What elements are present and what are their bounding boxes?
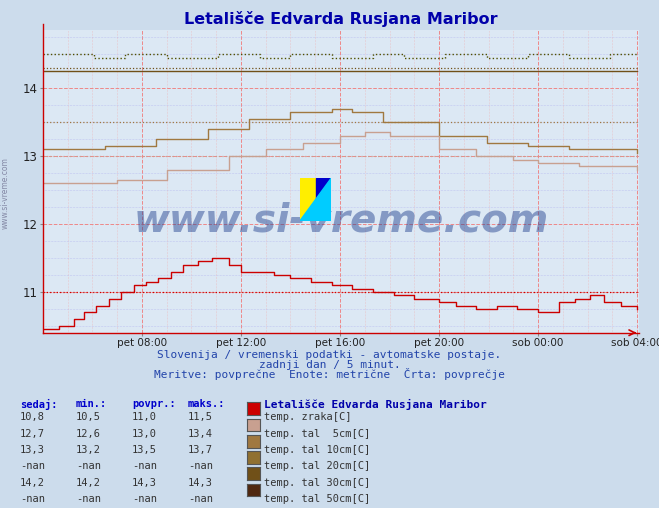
Bar bbox=[300, 178, 316, 221]
Text: zadnji dan / 5 minut.: zadnji dan / 5 minut. bbox=[258, 360, 401, 370]
Text: 13,0: 13,0 bbox=[132, 429, 157, 439]
Text: 10,5: 10,5 bbox=[76, 412, 101, 423]
Text: 14,3: 14,3 bbox=[132, 478, 157, 488]
Text: -nan: -nan bbox=[76, 494, 101, 504]
Text: Meritve: povprečne  Enote: metrične  Črta: povprečje: Meritve: povprečne Enote: metrične Črta:… bbox=[154, 368, 505, 380]
Text: 12,6: 12,6 bbox=[76, 429, 101, 439]
Text: Slovenija / vremenski podatki - avtomatske postaje.: Slovenija / vremenski podatki - avtomats… bbox=[158, 350, 501, 360]
Text: www.si-vreme.com: www.si-vreme.com bbox=[133, 202, 549, 240]
Text: temp. tal 50cm[C]: temp. tal 50cm[C] bbox=[264, 494, 370, 504]
Text: -nan: -nan bbox=[132, 461, 157, 471]
Text: min.:: min.: bbox=[76, 399, 107, 409]
Text: 14,2: 14,2 bbox=[76, 478, 101, 488]
Polygon shape bbox=[300, 178, 331, 221]
Text: 13,5: 13,5 bbox=[132, 445, 157, 455]
Text: -nan: -nan bbox=[20, 461, 45, 471]
Text: 13,7: 13,7 bbox=[188, 445, 213, 455]
Text: -nan: -nan bbox=[188, 494, 213, 504]
Title: Letališče Edvarda Rusjana Maribor: Letališče Edvarda Rusjana Maribor bbox=[185, 11, 498, 26]
Text: temp. tal  5cm[C]: temp. tal 5cm[C] bbox=[264, 429, 370, 439]
Bar bbox=[316, 178, 331, 221]
Text: Letališče Edvarda Rusjana Maribor: Letališče Edvarda Rusjana Maribor bbox=[264, 399, 486, 410]
Text: 11,0: 11,0 bbox=[132, 412, 157, 423]
Text: 10,8: 10,8 bbox=[20, 412, 45, 423]
Text: maks.:: maks.: bbox=[188, 399, 225, 409]
Text: povpr.:: povpr.: bbox=[132, 399, 175, 409]
Text: temp. tal 30cm[C]: temp. tal 30cm[C] bbox=[264, 478, 370, 488]
Text: temp. tal 10cm[C]: temp. tal 10cm[C] bbox=[264, 445, 370, 455]
Text: 14,3: 14,3 bbox=[188, 478, 213, 488]
Text: -nan: -nan bbox=[20, 494, 45, 504]
Text: -nan: -nan bbox=[132, 494, 157, 504]
Text: 11,5: 11,5 bbox=[188, 412, 213, 423]
Text: www.si-vreme.com: www.si-vreme.com bbox=[1, 157, 10, 229]
Text: -nan: -nan bbox=[188, 461, 213, 471]
Text: 13,3: 13,3 bbox=[20, 445, 45, 455]
Text: 12,7: 12,7 bbox=[20, 429, 45, 439]
Text: temp. tal 20cm[C]: temp. tal 20cm[C] bbox=[264, 461, 370, 471]
Text: 14,2: 14,2 bbox=[20, 478, 45, 488]
Text: temp. zraka[C]: temp. zraka[C] bbox=[264, 412, 351, 423]
Text: 13,4: 13,4 bbox=[188, 429, 213, 439]
Text: -nan: -nan bbox=[76, 461, 101, 471]
Text: 13,2: 13,2 bbox=[76, 445, 101, 455]
Text: sedaj:: sedaj: bbox=[20, 399, 57, 410]
